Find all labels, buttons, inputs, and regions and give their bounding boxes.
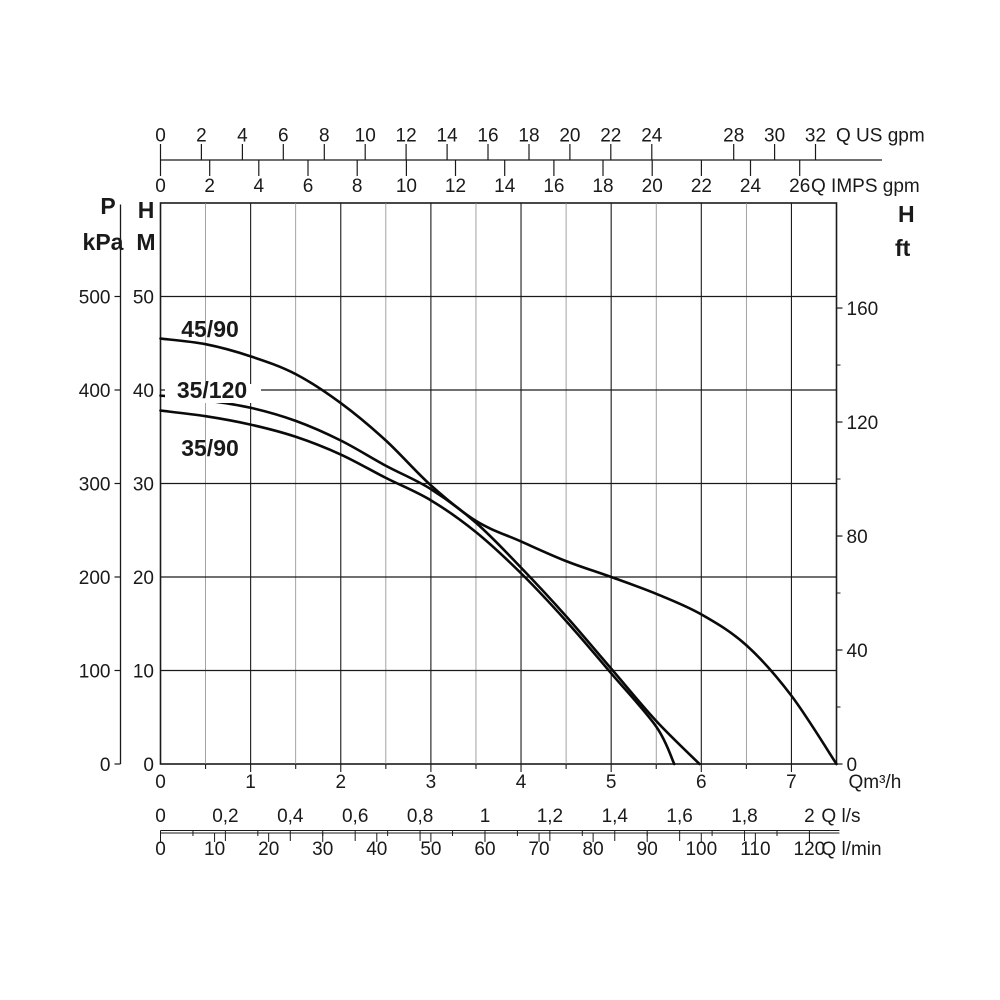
svg-text:10: 10 <box>355 126 376 147</box>
svg-text:300: 300 <box>79 475 111 496</box>
svg-text:100: 100 <box>685 839 717 860</box>
svg-text:16: 16 <box>543 176 564 197</box>
svg-text:10: 10 <box>396 176 417 197</box>
svg-text:1,2: 1,2 <box>537 806 563 827</box>
svg-text:80: 80 <box>583 839 604 860</box>
svg-text:110: 110 <box>740 839 770 860</box>
svg-text:70: 70 <box>528 839 549 860</box>
svg-text:4: 4 <box>237 126 248 147</box>
svg-text:28: 28 <box>723 126 744 147</box>
svg-text:90: 90 <box>637 839 658 860</box>
svg-text:1,8: 1,8 <box>731 806 757 827</box>
svg-text:50: 50 <box>133 288 154 309</box>
svg-text:0: 0 <box>100 755 111 776</box>
svg-text:30: 30 <box>312 839 333 860</box>
svg-text:0,6: 0,6 <box>342 806 368 827</box>
svg-text:10: 10 <box>204 839 225 860</box>
svg-text:100: 100 <box>79 662 111 683</box>
svg-text:8: 8 <box>319 126 330 147</box>
svg-text:6: 6 <box>696 772 707 793</box>
svg-text:20: 20 <box>133 568 154 589</box>
svg-text:8: 8 <box>352 176 363 197</box>
svg-text:10: 10 <box>133 662 154 683</box>
svg-text:14: 14 <box>437 126 459 147</box>
svg-text:Q US gpm: Q US gpm <box>836 126 925 147</box>
svg-text:M: M <box>136 229 155 255</box>
svg-text:0,4: 0,4 <box>277 806 304 827</box>
svg-text:22: 22 <box>600 126 621 147</box>
svg-text:6: 6 <box>303 176 314 197</box>
svg-text:4: 4 <box>254 176 265 197</box>
svg-text:1,4: 1,4 <box>602 806 629 827</box>
svg-text:35/90: 35/90 <box>181 435 239 461</box>
svg-text:26: 26 <box>789 176 810 197</box>
svg-text:40: 40 <box>133 381 154 402</box>
svg-text:Qm³/h: Qm³/h <box>849 772 902 793</box>
svg-text:120: 120 <box>847 413 879 434</box>
svg-text:Q l/s: Q l/s <box>821 806 860 827</box>
svg-text:400: 400 <box>79 381 111 402</box>
svg-text:0,2: 0,2 <box>212 806 238 827</box>
svg-text:3: 3 <box>426 772 437 793</box>
svg-text:7: 7 <box>786 772 797 793</box>
svg-text:2: 2 <box>804 806 815 827</box>
svg-text:20: 20 <box>642 176 663 197</box>
svg-text:40: 40 <box>847 641 868 662</box>
svg-text:Q IMPS gpm: Q IMPS gpm <box>811 176 920 197</box>
svg-text:1: 1 <box>245 772 256 793</box>
svg-text:2: 2 <box>204 176 215 197</box>
svg-text:H: H <box>898 201 915 227</box>
svg-text:14: 14 <box>494 176 516 197</box>
svg-text:16: 16 <box>477 126 498 147</box>
svg-text:2: 2 <box>336 772 347 793</box>
svg-text:12: 12 <box>396 126 417 147</box>
svg-text:160: 160 <box>847 299 879 320</box>
svg-text:5: 5 <box>606 772 617 793</box>
svg-text:P: P <box>100 193 115 219</box>
svg-text:1,6: 1,6 <box>666 806 692 827</box>
svg-text:12: 12 <box>445 176 466 197</box>
svg-text:24: 24 <box>641 126 663 147</box>
svg-text:18: 18 <box>518 126 539 147</box>
svg-text:kPa: kPa <box>83 229 124 255</box>
svg-text:35/120: 35/120 <box>177 377 247 403</box>
svg-text:6: 6 <box>278 126 289 147</box>
svg-text:32: 32 <box>805 126 826 147</box>
svg-text:4: 4 <box>516 772 527 793</box>
svg-text:22: 22 <box>691 176 712 197</box>
svg-text:Q l/min: Q l/min <box>821 839 881 860</box>
svg-text:0: 0 <box>143 755 154 776</box>
svg-text:0: 0 <box>155 839 166 860</box>
svg-text:30: 30 <box>133 475 154 496</box>
svg-text:50: 50 <box>420 839 441 860</box>
svg-text:60: 60 <box>474 839 495 860</box>
svg-text:24: 24 <box>740 176 762 197</box>
svg-text:40: 40 <box>366 839 387 860</box>
svg-text:0: 0 <box>155 772 166 793</box>
svg-text:200: 200 <box>79 568 111 589</box>
svg-text:20: 20 <box>258 839 279 860</box>
svg-text:45/90: 45/90 <box>181 316 239 342</box>
svg-text:ft: ft <box>895 235 911 261</box>
svg-text:0,8: 0,8 <box>407 806 433 827</box>
svg-text:80: 80 <box>847 527 868 548</box>
svg-text:0: 0 <box>155 176 166 197</box>
svg-text:20: 20 <box>559 126 580 147</box>
svg-text:500: 500 <box>79 288 111 309</box>
svg-text:0: 0 <box>155 126 166 147</box>
svg-text:1: 1 <box>480 806 491 827</box>
svg-text:0: 0 <box>155 806 166 827</box>
svg-text:30: 30 <box>764 126 785 147</box>
svg-text:18: 18 <box>592 176 613 197</box>
svg-text:2: 2 <box>196 126 207 147</box>
svg-text:H: H <box>138 197 155 223</box>
